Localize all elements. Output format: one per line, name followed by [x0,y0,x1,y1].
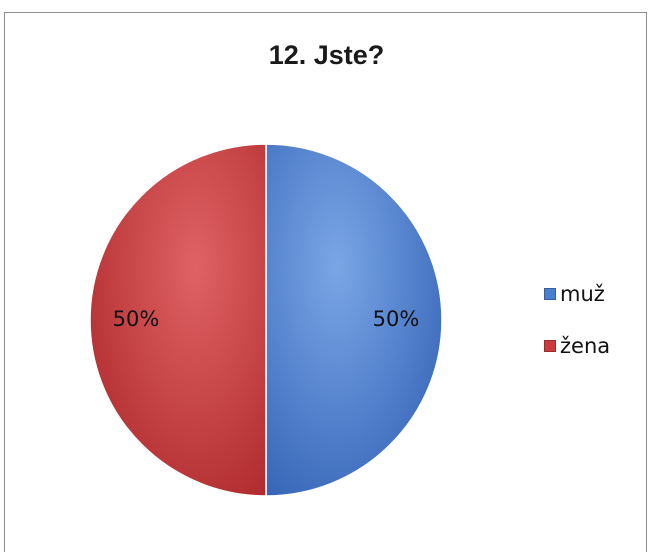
pie-slice-0 [265,143,443,497]
data-label-0: 50% [373,307,420,331]
legend-item-zena: žena [544,331,610,361]
data-label-1: 50% [113,307,160,331]
legend-label-zena: žena [560,334,611,358]
legend-swatch-zena [544,340,556,352]
legend-swatch-muz [544,288,556,300]
legend: muž žena [544,279,610,383]
legend-item-muz: muž [544,279,610,309]
pie-slice-1 [89,143,267,497]
chart-title: 12. Jste? [268,40,385,70]
legend-label-muz: muž [560,282,605,306]
